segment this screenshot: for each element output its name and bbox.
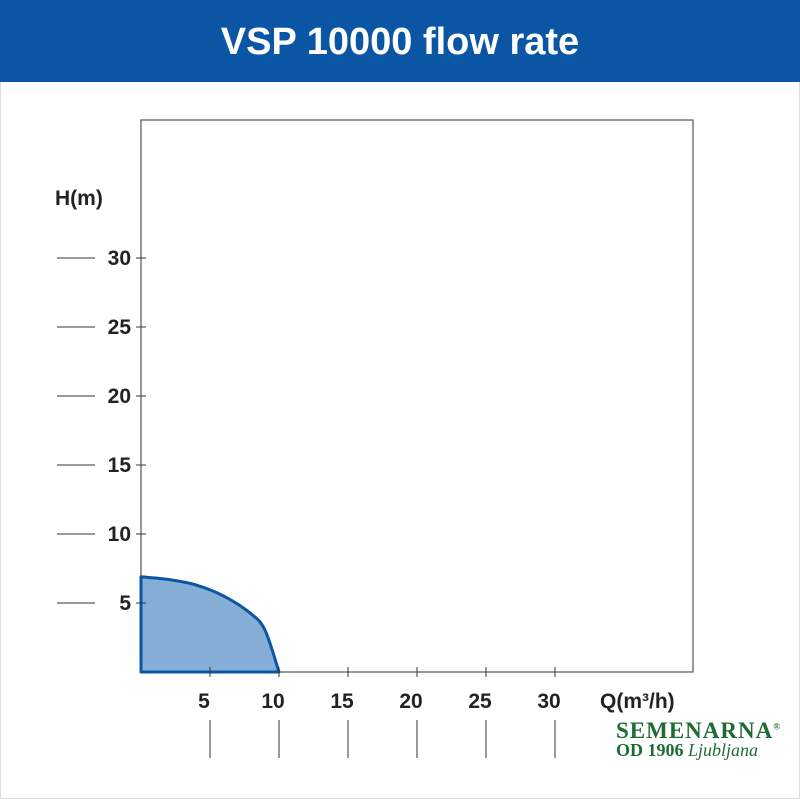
series-area [139,575,281,674]
y-axis-label: H(m) [55,187,103,210]
chart-title: VSP 10000 flow rate [0,0,800,82]
y-tick-label: 15 [108,454,132,477]
x-tick-label: 15 [330,690,354,713]
x-tick-label: 30 [537,690,560,713]
logo-city: Ljubljana [688,740,759,760]
x-tick-label: 25 [468,690,492,713]
logo-line1: SEMENARNA [616,718,774,743]
y-tick-label: 10 [108,523,131,546]
semenarna-logo: SEMENARNA® OD 1906 Ljubljana [616,718,781,761]
x-tick-label: 5 [198,690,210,713]
x-axis-label: Q(m³/h) [600,690,675,713]
logo-year: OD 1906 [616,740,684,760]
y-tick-label: 30 [108,247,131,270]
y-tick-label: 5 [119,592,131,615]
x-tick-label: 10 [261,690,284,713]
plot-area [140,119,694,673]
x-tick-label: 20 [399,690,422,713]
logo-mark: ® [773,721,781,732]
y-tick-label: 25 [108,316,132,339]
y-tick-label: 20 [108,385,131,408]
